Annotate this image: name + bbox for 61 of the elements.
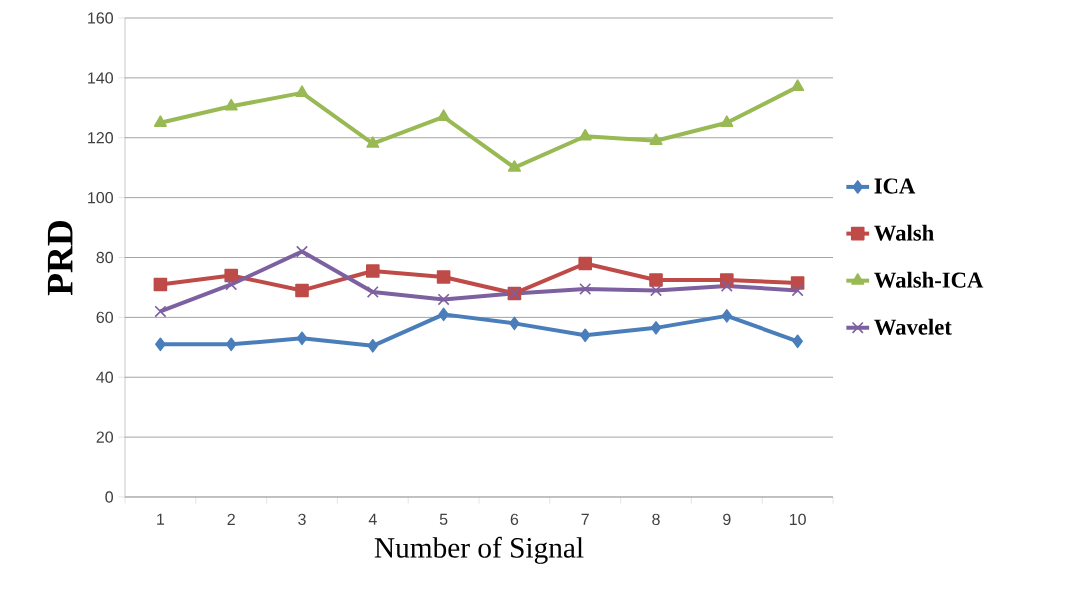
point	[153, 277, 168, 292]
y-tick-label: 60	[96, 311, 114, 324]
point	[578, 256, 593, 271]
point	[295, 85, 309, 97]
x-tick-label: 6	[510, 513, 519, 526]
point	[791, 79, 805, 91]
point	[225, 278, 238, 291]
point	[155, 337, 166, 352]
point	[296, 245, 308, 258]
point	[509, 316, 520, 331]
x-tick-label: 10	[789, 513, 806, 526]
point	[791, 284, 804, 297]
x-tick-label: 7	[581, 513, 589, 525]
point	[437, 109, 451, 121]
y-tick-label: 120	[88, 132, 113, 144]
x-tick-label: 3	[298, 513, 306, 526]
point	[153, 115, 167, 127]
point	[507, 160, 521, 172]
x-tick-label: 4	[368, 513, 377, 525]
point	[650, 321, 662, 335]
point	[720, 279, 733, 292]
point	[224, 268, 239, 283]
x-tick-label: 2	[227, 513, 235, 525]
y-tick-label: 80	[96, 251, 114, 264]
legend-label: Walsh	[874, 224, 934, 241]
legend-label: ICA	[874, 178, 916, 194]
y-tick-label: 20	[96, 431, 114, 443]
point	[366, 285, 379, 298]
x-tick-label: 9	[723, 513, 731, 526]
point	[366, 136, 380, 148]
point	[650, 284, 662, 297]
point	[649, 133, 663, 145]
x-tick-label: 1	[157, 513, 165, 525]
point	[154, 305, 167, 318]
y-tick-label: 40	[96, 371, 114, 383]
point	[367, 339, 379, 353]
point	[366, 264, 380, 278]
point	[296, 331, 308, 346]
point	[436, 270, 451, 284]
point	[792, 334, 803, 349]
point	[578, 128, 592, 141]
y-tick-label: 160	[88, 12, 113, 24]
y-axis-title: PRD	[47, 220, 73, 296]
point	[649, 273, 663, 287]
x-tick-label: 8	[652, 513, 660, 526]
y-tick-label: 140	[88, 72, 113, 84]
point	[438, 307, 449, 322]
y-tick-label: 0	[105, 491, 114, 503]
point	[295, 283, 309, 298]
point	[720, 115, 734, 127]
x-axis-title: Number of Signal	[374, 536, 584, 564]
point	[225, 337, 237, 352]
point	[579, 328, 591, 343]
x-tick-label: 5	[439, 513, 448, 525]
point	[224, 98, 238, 111]
legend-label: Walsh-ICA	[874, 271, 984, 288]
y-tick-label: 100	[88, 191, 113, 204]
point	[721, 309, 733, 323]
point	[579, 282, 592, 295]
point	[437, 293, 450, 306]
legend-label: Wavelet	[874, 318, 952, 335]
